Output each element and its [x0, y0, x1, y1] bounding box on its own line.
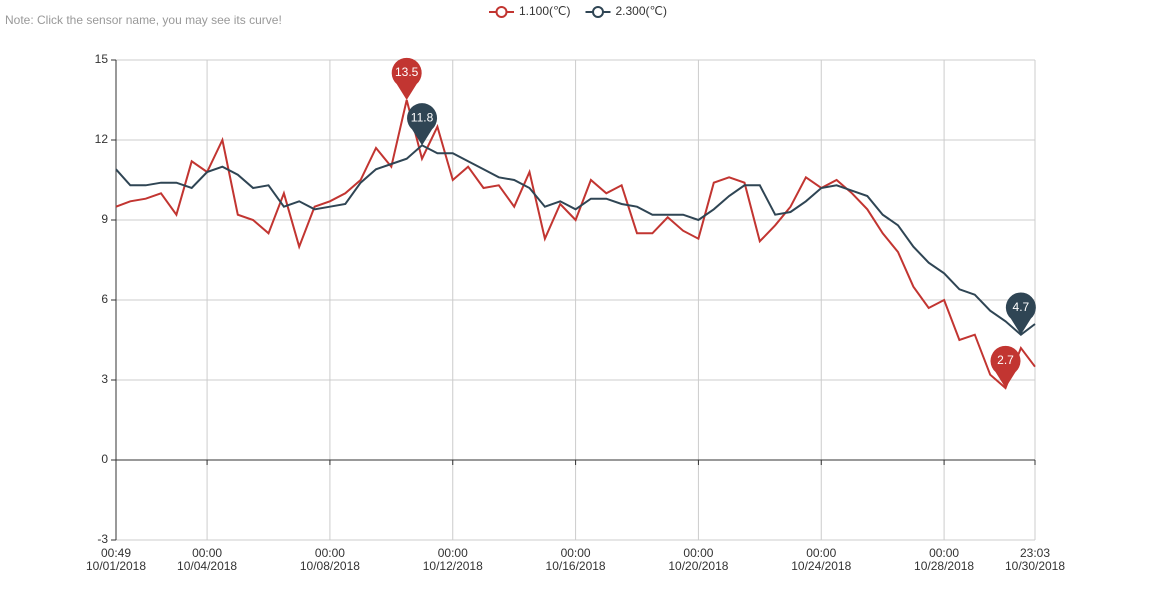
legend-label: 1.100(℃) [519, 4, 571, 18]
x-tick-label: 10/24/2018 [791, 559, 851, 573]
mark-pin [990, 345, 1021, 388]
legend: 1.100(℃) 2.300(℃) [489, 4, 667, 18]
x-tick-label: 00:00 [683, 546, 713, 560]
x-tick-label: 10/04/2018 [177, 559, 237, 573]
series-line [115, 99, 1036, 390]
series-line [115, 144, 1036, 336]
y-tick-label: 12 [95, 132, 109, 146]
x-tick-label: 00:00 [929, 546, 959, 560]
note: Note: Click the sensor name, you may see… [5, 13, 282, 27]
y-tick-label: 3 [101, 372, 108, 386]
legend-label: 2.300(℃) [616, 4, 668, 18]
y-tick-label: 0 [101, 452, 108, 466]
legend-icon [592, 6, 604, 18]
mark-label: 4.7 [1013, 300, 1030, 314]
mark-pin [1005, 292, 1036, 335]
x-tick-label: 10/12/2018 [423, 559, 483, 573]
x-tick-label: 00:00 [315, 546, 345, 560]
legend-item[interactable]: 1.100(℃) [489, 4, 571, 18]
x-tick-label: 00:00 [438, 546, 468, 560]
y-tick-label: -3 [97, 532, 108, 546]
mark-pin [391, 57, 422, 100]
mark-pin [407, 103, 438, 146]
x-tick-label: 00:00 [561, 546, 591, 560]
x-tick-label: 10/20/2018 [668, 559, 728, 573]
legend-item[interactable]: 2.300(℃) [585, 4, 668, 18]
x-tick-label: 00:49 [101, 546, 131, 560]
x-tick-label: 00:00 [806, 546, 836, 560]
mark-label: 2.7 [997, 353, 1014, 367]
x-tick-label: 10/08/2018 [300, 559, 360, 573]
x-tick-label: 00:00 [192, 546, 222, 560]
x-tick-label: 10/28/2018 [914, 559, 974, 573]
x-tick-label: 10/30/2018 [1005, 559, 1065, 573]
y-tick-label: 15 [95, 52, 109, 66]
legend-icon [495, 6, 508, 18]
mark-label: 11.8 [411, 111, 434, 125]
x-tick-label: 10/01/2018 [86, 559, 146, 573]
y-tick-label: 6 [101, 292, 108, 306]
x-tick-label: 23:03 [1020, 546, 1050, 560]
x-tick-label: 10/16/2018 [546, 559, 606, 573]
mark-label: 13.5 [395, 65, 419, 79]
y-tick-label: 9 [101, 212, 108, 226]
